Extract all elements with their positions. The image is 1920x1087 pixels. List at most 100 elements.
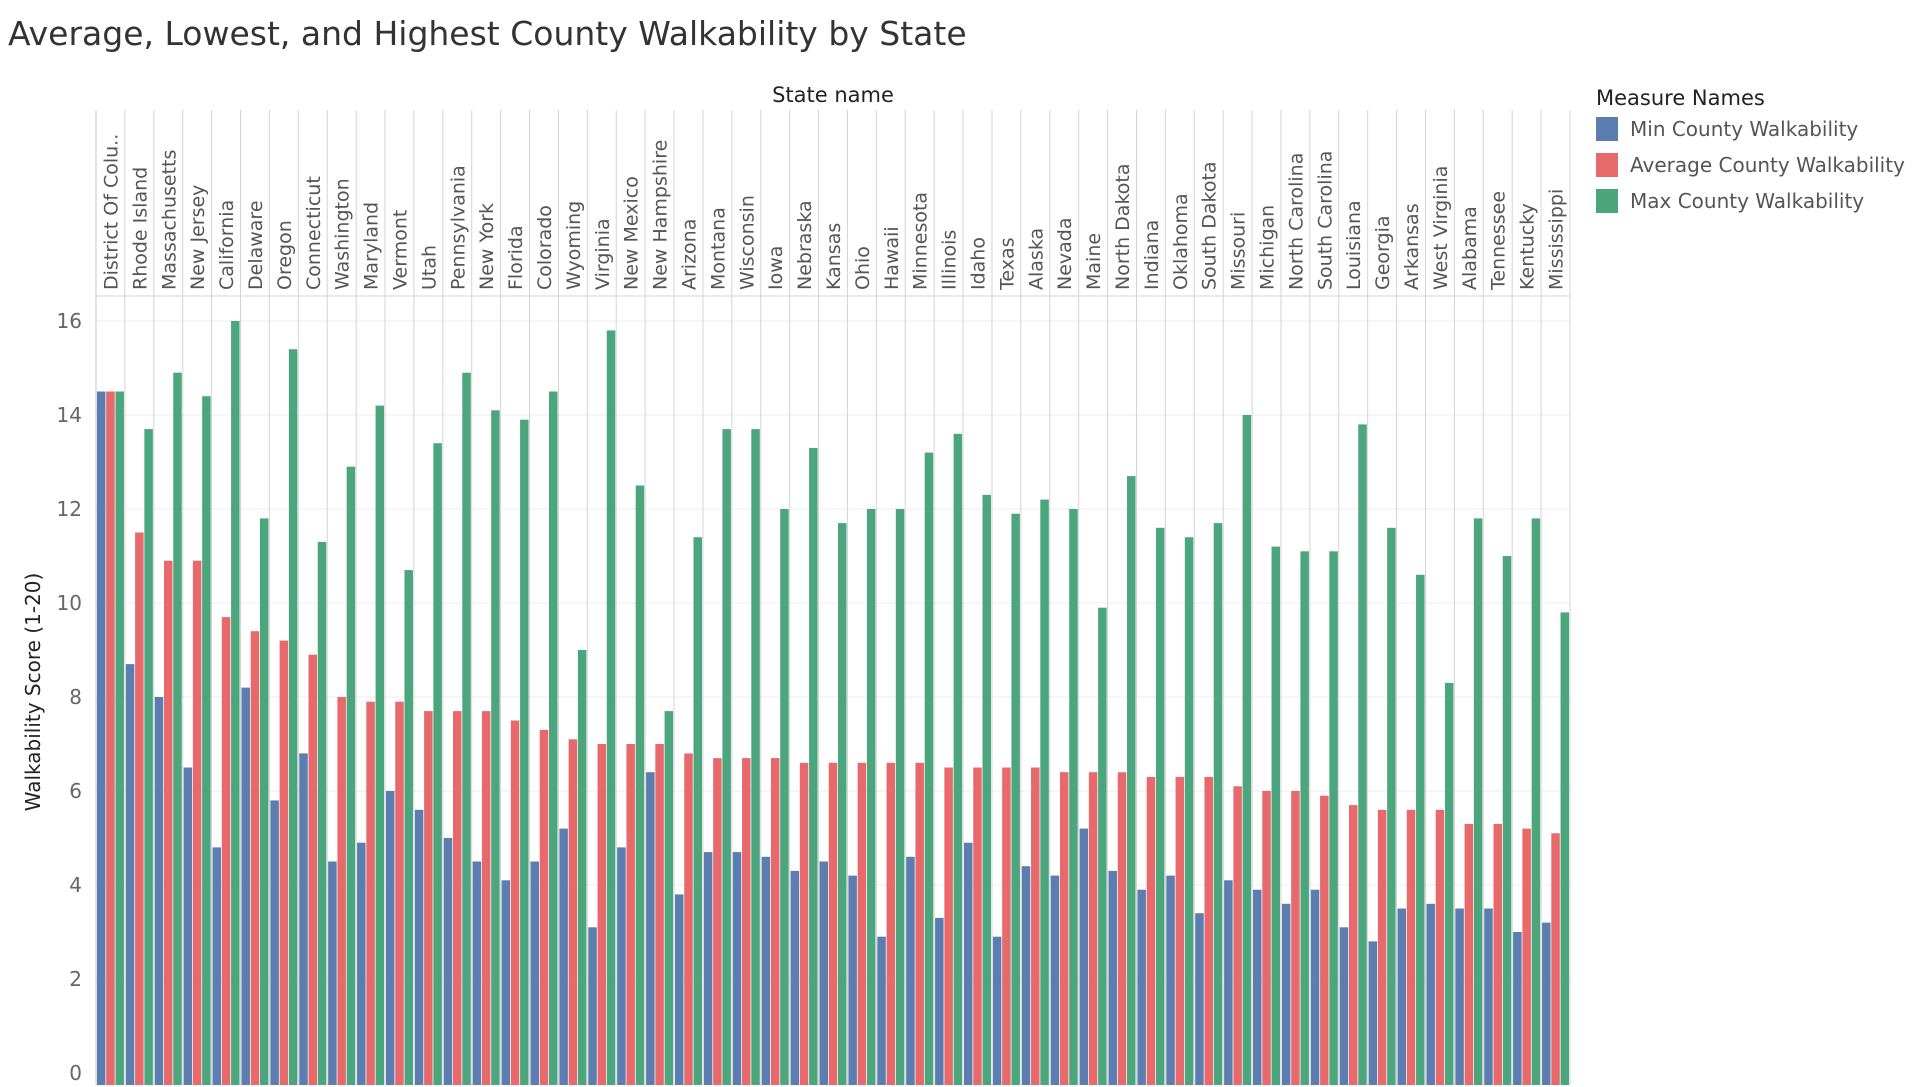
bar-average-county-walkability (770, 758, 780, 1085)
bar-max-county-walkability (1040, 499, 1049, 1086)
state-header-labels: District Of Colu.. Rhode Island Massachuse… (100, 134, 1567, 291)
bar-min-county-walkability (848, 875, 857, 1085)
state-label: Idaho (968, 237, 990, 290)
bar-average-county-walkability (1320, 795, 1329, 1085)
bar-average-county-walkability (135, 532, 144, 1085)
bar-max-county-walkability (1098, 607, 1107, 1085)
bars (96, 321, 1570, 1086)
bar-average-county-walkability (915, 762, 924, 1085)
state-label: Alabama (1459, 206, 1481, 290)
bar-max-county-walkability (577, 650, 587, 1085)
bar-min-county-walkability (964, 842, 973, 1085)
state-label: New Mexico (621, 176, 643, 290)
y-tick-label: 6 (69, 779, 82, 803)
bar-min-county-walkability (588, 927, 597, 1085)
bar-max-county-walkability (722, 429, 731, 1086)
state-label: Iowa (765, 246, 787, 290)
bar-average-county-walkability (1522, 828, 1531, 1085)
state-label: South Dakota (1199, 161, 1221, 290)
bar-average-county-walkability (1406, 809, 1416, 1085)
bar-min-county-walkability (1108, 870, 1118, 1085)
state-label: South Carolina (1314, 151, 1336, 290)
bar-min-county-walkability (125, 664, 135, 1085)
state-label: Hawaii (881, 226, 903, 290)
bar-average-county-walkability (1059, 772, 1069, 1085)
state-label: Georgia (1372, 216, 1394, 291)
state-label: West Virginia (1430, 166, 1452, 290)
bar-max-county-walkability (173, 372, 182, 1085)
bar-average-county-walkability (973, 767, 982, 1085)
bar-average-county-walkability (1551, 833, 1560, 1085)
bar-average-county-walkability (1175, 776, 1185, 1085)
bar-average-county-walkability (1002, 767, 1011, 1085)
bar-average-county-walkability (713, 758, 722, 1085)
bar-max-county-walkability (1560, 612, 1570, 1085)
y-axis-title: Walkability Score (1-20) (21, 573, 45, 812)
y-axis: 0 2 4 6 8 10 12 14 16 (57, 110, 97, 1085)
state-label: Texas (996, 237, 1018, 291)
bar-max-county-walkability (115, 391, 124, 1085)
bar-min-county-walkability (1281, 903, 1291, 1085)
bar-max-county-walkability (288, 349, 298, 1085)
bar-max-county-walkability (375, 405, 385, 1086)
bar-max-county-walkability (780, 509, 789, 1085)
bar-max-county-walkability (1444, 682, 1454, 1085)
bar-max-county-walkability (982, 494, 992, 1085)
bar-average-county-walkability (1031, 767, 1040, 1085)
bar-average-county-walkability (250, 631, 260, 1085)
state-label: Nevada (1054, 218, 1076, 291)
bar-min-county-walkability (1050, 875, 1060, 1085)
bar-min-county-walkability (732, 852, 742, 1085)
state-label: North Carolina (1285, 153, 1307, 290)
state-label: Maine (1083, 233, 1105, 290)
bar-min-county-walkability (1021, 866, 1031, 1085)
bar-max-county-walkability (1300, 551, 1309, 1085)
bar-min-county-walkability (1137, 889, 1146, 1085)
state-label: Colorado (534, 205, 556, 290)
bar-max-county-walkability (1184, 537, 1194, 1085)
bar-min-county-walkability (790, 870, 800, 1085)
bar-average-county-walkability (1088, 772, 1098, 1085)
state-label: Kentucky (1517, 203, 1539, 290)
state-label: Rhode Island (129, 167, 151, 290)
bar-max-county-walkability (1502, 556, 1512, 1085)
bar-min-county-walkability (761, 856, 771, 1085)
state-label: Connecticut (303, 176, 325, 290)
bar-min-county-walkability (501, 880, 511, 1085)
bar-max-county-walkability (144, 429, 153, 1086)
bar-average-county-walkability (221, 617, 231, 1085)
bar-min-county-walkability (906, 856, 915, 1085)
bar-min-county-walkability (414, 809, 424, 1085)
y-tick-label: 16 (57, 309, 82, 333)
legend-items: Min County Walkability Average County Wal… (1596, 117, 1905, 213)
bar-max-county-walkability (1213, 523, 1223, 1085)
bar-average-county-walkability (1204, 776, 1213, 1085)
bar-max-county-walkability (491, 410, 500, 1085)
bar-max-county-walkability (231, 321, 240, 1085)
bar-min-county-walkability (674, 894, 684, 1085)
y-tick-label: 0 (69, 1061, 82, 1085)
legend-label: Average County Walkability (1630, 153, 1905, 177)
bar-max-county-walkability (317, 541, 327, 1085)
bar-max-county-walkability (953, 433, 963, 1085)
state-label: Utah (418, 245, 440, 290)
bar-min-county-walkability (617, 847, 626, 1085)
bar-max-county-walkability (548, 391, 558, 1085)
state-label: New Hampshire (650, 140, 672, 290)
bar-average-county-walkability (308, 654, 318, 1085)
bar-min-county-walkability (1426, 903, 1435, 1085)
bar-max-county-walkability (462, 372, 471, 1085)
bar-average-county-walkability (1117, 772, 1127, 1085)
bar-average-county-walkability (279, 640, 289, 1085)
bar-average-county-walkability (1146, 776, 1156, 1085)
bar-average-county-walkability (1464, 823, 1474, 1085)
bar-max-county-walkability (1011, 513, 1020, 1085)
bar-average-county-walkability (886, 762, 896, 1085)
bar-average-county-walkability (453, 711, 462, 1085)
bar-average-county-walkability (366, 701, 375, 1085)
bar-average-county-walkability (424, 711, 433, 1085)
bar-max-county-walkability (1473, 518, 1483, 1085)
state-label: Michigan (1257, 205, 1279, 290)
bar-max-county-walkability (259, 518, 269, 1085)
state-label: Nebraska (794, 200, 816, 290)
